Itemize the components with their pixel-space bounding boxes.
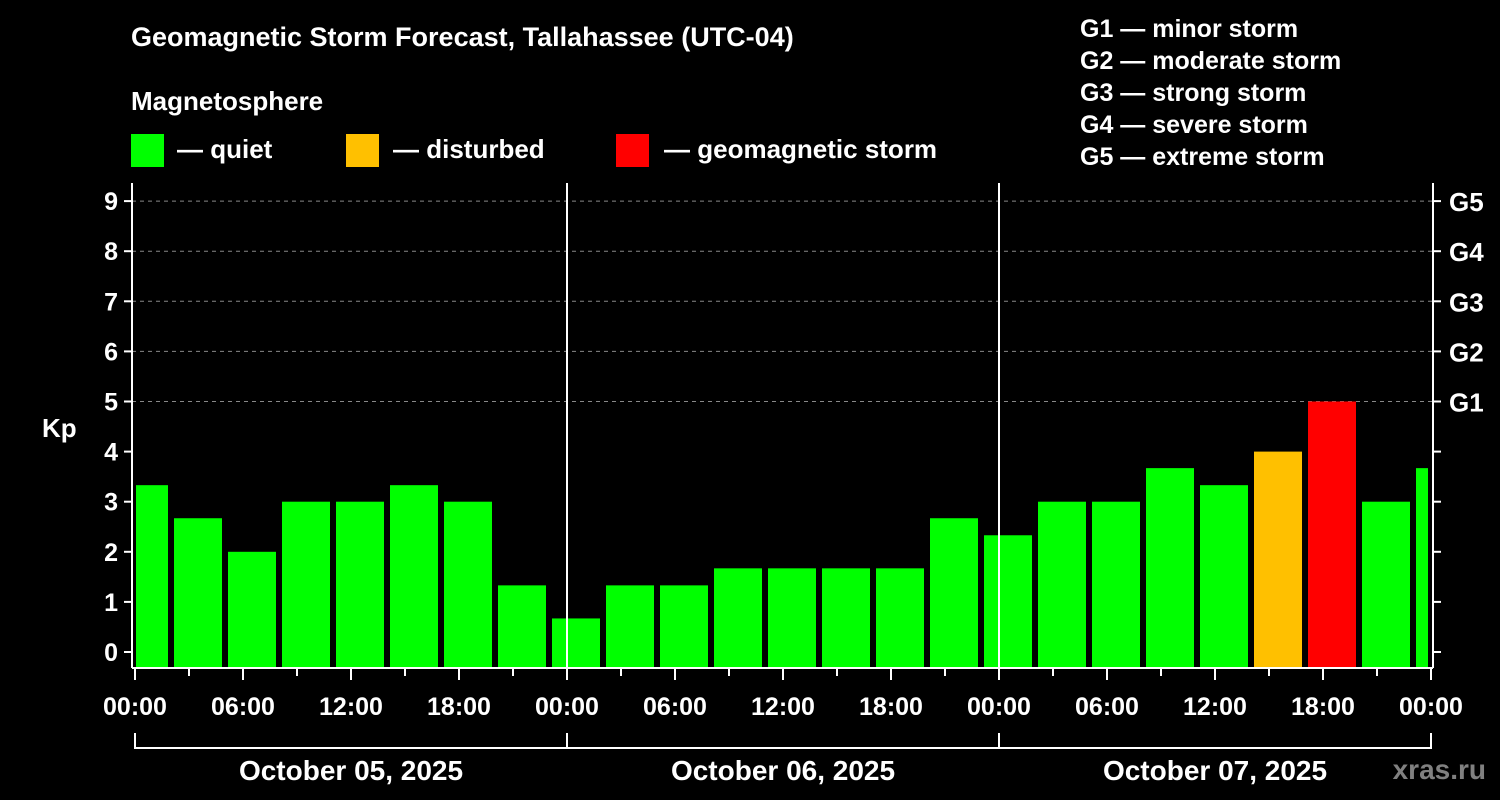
kp-bar <box>136 485 168 668</box>
scale-g5: G5 — extreme storm <box>1080 143 1325 171</box>
legend-swatch-disturbed <box>346 134 379 167</box>
date-label: October 06, 2025 <box>671 755 895 786</box>
date-label: October 05, 2025 <box>239 755 463 786</box>
legend-label-storm: — geomagnetic storm <box>664 134 938 164</box>
kp-bar <box>1092 501 1140 668</box>
x-tick-label: 18:00 <box>427 693 491 721</box>
x-tick-label: 00:00 <box>967 693 1031 721</box>
g-scale-label: G5 <box>1449 187 1484 217</box>
kp-bar <box>1146 468 1194 668</box>
x-tick-label: 18:00 <box>1291 693 1355 721</box>
y-tick-label: 6 <box>104 338 118 366</box>
g-scale-label: G4 <box>1449 237 1484 267</box>
kp-bar <box>606 585 654 668</box>
y-tick-label: 7 <box>104 288 118 316</box>
legend-label-disturbed: — disturbed <box>393 134 545 164</box>
chart-title: Geomagnetic Storm Forecast, Tallahassee … <box>131 22 794 52</box>
kp-bar <box>714 568 762 668</box>
watermark: xras.ru <box>1392 754 1486 785</box>
legend-swatch-quiet <box>131 134 164 167</box>
kp-bar <box>1362 501 1410 668</box>
scale-g2: G2 — moderate storm <box>1080 47 1342 75</box>
x-tick-label: 12:00 <box>1183 693 1247 721</box>
kp-bar <box>174 518 222 668</box>
kp-bar <box>1200 485 1248 668</box>
scale-g1: G1 — minor storm <box>1080 15 1299 43</box>
legend-subtitle: Magnetosphere <box>131 86 324 116</box>
scale-g3: G3 — strong storm <box>1080 79 1307 107</box>
y-tick-label: 8 <box>104 238 118 266</box>
kp-bar <box>876 568 924 668</box>
x-tick-label: 12:00 <box>319 693 383 721</box>
y-tick-label: 3 <box>104 489 118 517</box>
kp-bar <box>1308 401 1356 668</box>
y-tick-label: 9 <box>104 188 118 216</box>
legend-label-quiet: — quiet <box>177 134 273 164</box>
legend-swatch-storm <box>616 134 649 167</box>
y-tick-label: 5 <box>104 389 118 417</box>
g-scale-label: G2 <box>1449 337 1484 367</box>
x-tick-label: 18:00 <box>859 693 923 721</box>
x-tick-label: 12:00 <box>751 693 815 721</box>
kp-bar <box>498 585 546 668</box>
kp-bar <box>336 501 384 668</box>
kp-bar <box>930 518 978 668</box>
y-tick-label: 1 <box>104 589 118 617</box>
x-tick-label: 00:00 <box>535 693 599 721</box>
y-tick-label: 0 <box>104 639 118 667</box>
x-tick-label: 06:00 <box>211 693 275 721</box>
x-tick-label: 06:00 <box>643 693 707 721</box>
kp-bar <box>1038 501 1086 668</box>
x-tick-label: 06:00 <box>1075 693 1139 721</box>
x-tick-label: 00:00 <box>103 693 167 721</box>
kp-bar <box>768 568 816 668</box>
g-scale-label: G3 <box>1449 287 1484 317</box>
kp-bar <box>444 501 492 668</box>
y-axis-label: Kp <box>42 413 77 443</box>
kp-bar <box>822 568 870 668</box>
y-tick-label: 4 <box>104 439 118 467</box>
kp-bar <box>282 501 330 668</box>
date-label: October 07, 2025 <box>1103 755 1327 786</box>
scale-g4: G4 — severe storm <box>1080 111 1308 139</box>
kp-bar <box>1416 468 1428 668</box>
x-tick-label: 00:00 <box>1399 693 1463 721</box>
y-tick-label: 2 <box>104 539 118 567</box>
g-scale-label: G1 <box>1449 388 1484 418</box>
kp-bar <box>390 485 438 668</box>
kp-bar <box>1254 451 1302 668</box>
kp-bar <box>984 535 1032 668</box>
kp-bar <box>660 585 708 668</box>
kp-bar <box>552 618 600 668</box>
kp-bar <box>228 551 276 668</box>
